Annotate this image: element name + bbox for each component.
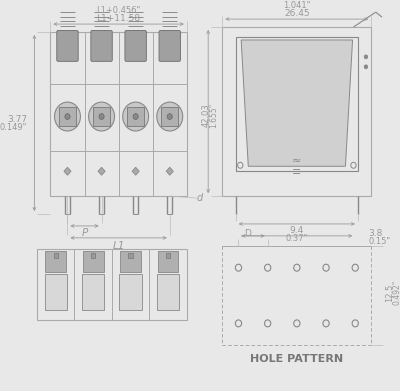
FancyBboxPatch shape [125, 30, 146, 61]
Bar [128, 253, 133, 258]
Circle shape [54, 102, 80, 131]
Text: d: d [197, 193, 203, 203]
Text: 0.37": 0.37" [286, 234, 308, 243]
Text: 1.041": 1.041" [283, 1, 310, 10]
Circle shape [364, 65, 368, 69]
Circle shape [157, 102, 183, 131]
Text: L1+0.456": L1+0.456" [96, 5, 141, 14]
Bar [158, 251, 178, 272]
Circle shape [133, 114, 138, 119]
Polygon shape [166, 167, 173, 175]
Bar [120, 251, 141, 272]
Text: 3.8: 3.8 [369, 230, 383, 239]
Text: P: P [81, 228, 88, 238]
Text: 12.5: 12.5 [386, 283, 394, 302]
Text: ≈
≡: ≈ ≡ [292, 156, 302, 177]
Polygon shape [241, 40, 352, 166]
Bar [91, 253, 96, 258]
Text: 9.4: 9.4 [290, 226, 304, 235]
Text: 26.45: 26.45 [284, 9, 310, 18]
FancyBboxPatch shape [91, 30, 112, 61]
Text: 1.655": 1.655" [209, 103, 218, 128]
Circle shape [89, 102, 114, 131]
Circle shape [123, 102, 149, 131]
Bar [161, 107, 178, 126]
Text: D: D [244, 230, 251, 239]
Polygon shape [132, 167, 139, 175]
Bar [236, 37, 358, 171]
Bar [82, 274, 104, 310]
Bar [83, 251, 104, 272]
Text: 0.149": 0.149" [0, 124, 27, 133]
Bar [37, 249, 187, 320]
Bar [59, 107, 76, 126]
Bar [127, 107, 144, 126]
Text: L1: L1 [112, 241, 125, 251]
Text: 42.03: 42.03 [202, 104, 211, 127]
Bar [46, 251, 66, 272]
Circle shape [364, 55, 368, 59]
Text: L1+11.58: L1+11.58 [96, 14, 141, 23]
Bar [157, 274, 179, 310]
Text: 0.492": 0.492" [393, 280, 400, 305]
Bar [222, 27, 371, 196]
FancyBboxPatch shape [159, 30, 180, 61]
Circle shape [65, 114, 70, 119]
Text: 3.77: 3.77 [7, 115, 27, 124]
Bar [166, 253, 170, 258]
Bar [93, 107, 110, 126]
Text: 0.15": 0.15" [369, 237, 391, 246]
Bar [120, 274, 142, 310]
Polygon shape [98, 167, 105, 175]
Circle shape [167, 114, 172, 119]
Text: HOLE PATTERN: HOLE PATTERN [250, 354, 344, 364]
Bar [54, 253, 58, 258]
FancyBboxPatch shape [57, 30, 78, 61]
Circle shape [99, 114, 104, 119]
Polygon shape [64, 167, 71, 175]
Bar [50, 32, 187, 196]
Bar [44, 274, 67, 310]
